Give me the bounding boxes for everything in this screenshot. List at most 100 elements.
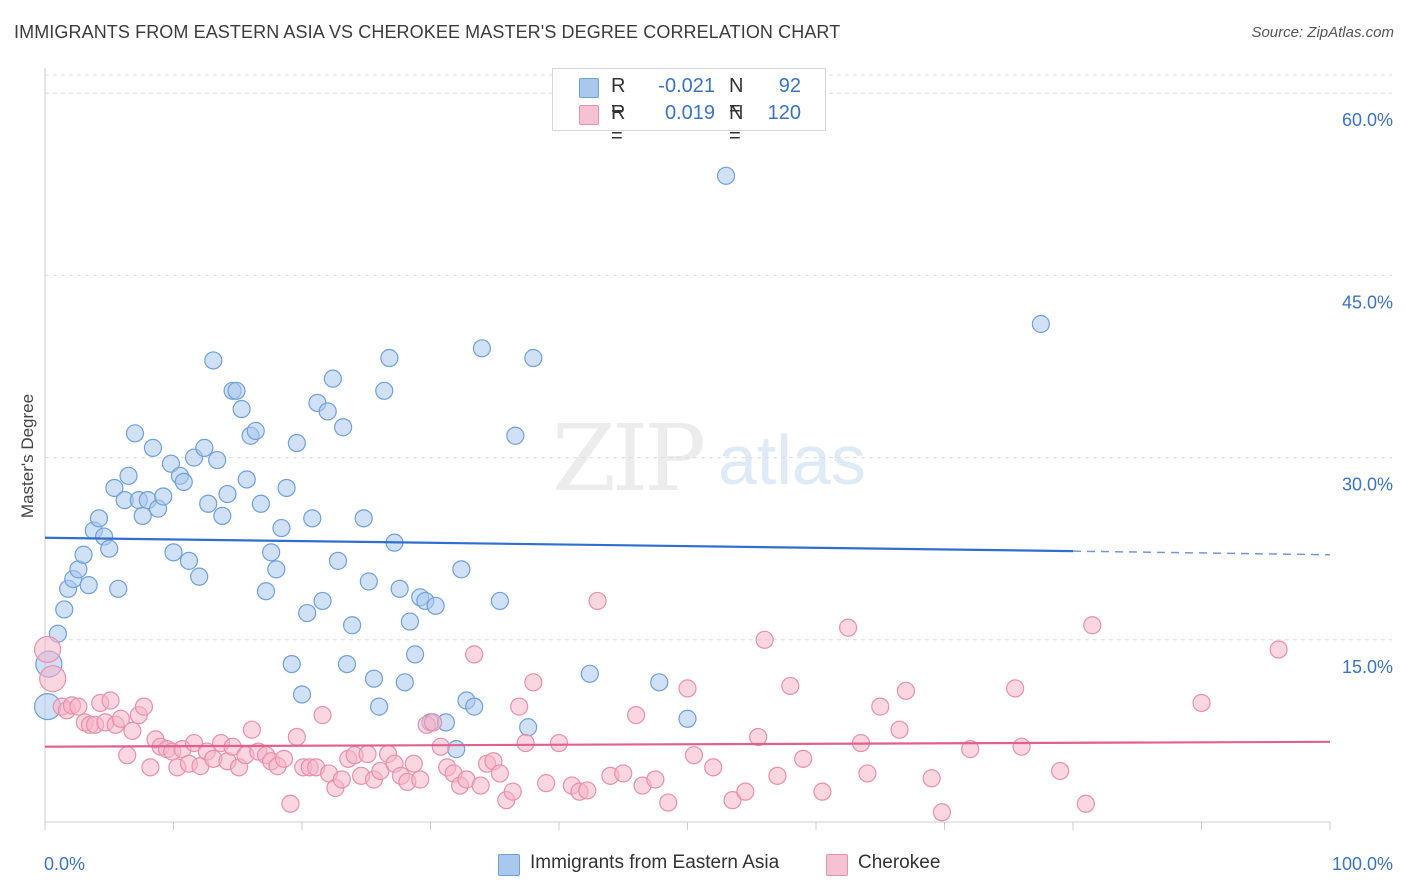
point-immigrants-eastern-asia [323, 369, 342, 388]
point-immigrants-eastern-asia [161, 454, 181, 473]
point-immigrants-eastern-asia [472, 339, 491, 358]
point-immigrants-eastern-asia [303, 509, 322, 528]
point-immigrants-eastern-asia [55, 600, 74, 619]
point-immigrants-eastern-asia [359, 572, 378, 591]
trendline-extension-immigrants-eastern-asia [1072, 550, 1331, 556]
point-immigrants-eastern-asia [109, 579, 128, 598]
legend: R = -0.021 N = 92 R = 0.019 N = 120 [552, 68, 826, 147]
point-cherokee [537, 774, 556, 793]
chart-title: IMMIGRANTS FROM EASTERN ASIA VS CHEROKEE… [14, 22, 841, 42]
point-cherokee [510, 697, 529, 716]
point-immigrants-eastern-asia [133, 506, 152, 526]
y-tick-label: 30.0% [1342, 475, 1393, 495]
point-immigrants-eastern-asia [218, 484, 237, 504]
y-tick-label: 45.0% [1342, 292, 1393, 312]
trendline-cherokee [44, 740, 1331, 748]
point-immigrants-eastern-asia [237, 470, 256, 489]
legend-r-label: R = [611, 75, 626, 120]
point-cherokee [358, 744, 377, 764]
y-axis-label: Master's Degree [18, 393, 37, 519]
point-immigrants-eastern-asia [337, 654, 357, 674]
point-immigrants-eastern-asia [452, 560, 471, 579]
point-cherokee [411, 770, 430, 789]
point-cherokee [134, 697, 154, 716]
point-cherokee [896, 681, 916, 700]
point-immigrants-eastern-asia [119, 466, 138, 485]
point-cherokee [313, 706, 332, 725]
point-immigrants-eastern-asia [232, 399, 251, 419]
point-cherokee [871, 697, 890, 716]
point-cherokee [287, 727, 306, 747]
point-cherokee [404, 754, 423, 773]
point-immigrants-eastern-asia [251, 494, 270, 513]
gridlines [45, 74, 1392, 641]
point-cherokee [704, 758, 723, 777]
point-immigrants-eastern-asia [199, 494, 218, 513]
point-cherokee [1269, 640, 1288, 659]
point-cherokee [423, 713, 443, 732]
point-immigrants-eastern-asia [246, 421, 265, 440]
point-immigrants-eastern-asia [650, 673, 669, 692]
point-cherokee [332, 770, 351, 789]
point-cherokee [549, 733, 569, 753]
point-cherokee [123, 721, 142, 741]
point-cherokee [101, 691, 120, 710]
legend-swatch-series2 [579, 105, 599, 125]
legend-n-label: N = [729, 75, 744, 120]
point-cherokee [961, 740, 980, 759]
point-immigrants-eastern-asia [272, 518, 291, 538]
point-cherokee [614, 764, 633, 783]
point-cherokee [578, 781, 597, 800]
point-cherokee [490, 764, 509, 783]
trendline-immigrants-eastern-asia [44, 536, 1074, 553]
point-cherokee [1006, 679, 1025, 698]
point-cherokee [749, 727, 768, 747]
point-immigrants-eastern-asia [375, 381, 394, 400]
point-cherokee [794, 749, 813, 768]
legend-n-value: 120 [767, 102, 801, 124]
point-immigrants-eastern-asia [1031, 314, 1050, 334]
point-immigrants-eastern-asia [364, 669, 384, 688]
legend-n-label: N = [729, 102, 744, 147]
point-cherokee [768, 766, 787, 785]
bottom-legend-swatch-series2 [826, 854, 848, 876]
bottom-legend-swatch-series1 [498, 854, 520, 876]
point-immigrants-eastern-asia [213, 506, 232, 526]
point-cherokee [1083, 616, 1102, 635]
point-immigrants-eastern-asia [395, 673, 414, 692]
point-immigrants-eastern-asia [179, 551, 199, 570]
point-immigrants-eastern-asia [506, 426, 525, 445]
point-cherokee [111, 709, 130, 728]
point-immigrants-eastern-asia [447, 740, 466, 759]
point-cherokee [524, 673, 543, 692]
point-cherokee [723, 791, 742, 810]
point-cherokee [626, 706, 646, 725]
point-cherokee [431, 737, 450, 756]
point-immigrants-eastern-asia [380, 348, 399, 368]
point-immigrants-eastern-asia [524, 348, 543, 368]
point-cherokee [465, 645, 484, 664]
point-cherokee [922, 769, 941, 788]
point-cherokee [141, 758, 160, 777]
point-cherokee [588, 591, 607, 611]
point-immigrants-eastern-asia [174, 472, 193, 492]
bottom-legend-label-series1: Immigrants from Eastern Asia [530, 852, 780, 873]
point-immigrants-eastern-asia [287, 433, 306, 453]
point-cherokee [69, 697, 88, 716]
legend-swatch-series1 [579, 78, 599, 98]
point-cherokee [33, 635, 62, 664]
point-immigrants-eastern-asia [143, 438, 163, 457]
point-immigrants-eastern-asia [105, 478, 124, 498]
point-cherokee [471, 776, 490, 795]
point-immigrants-eastern-asia [164, 543, 183, 562]
point-immigrants-eastern-asia [390, 579, 409, 598]
point-cherokee [371, 761, 390, 781]
point-cherokee [503, 782, 522, 801]
point-immigrants-eastern-asia [334, 418, 353, 437]
point-immigrants-eastern-asia [519, 718, 538, 737]
watermark-atlas: atlas [718, 421, 866, 499]
point-immigrants-eastern-asia [267, 560, 286, 579]
point-immigrants-eastern-asia [678, 709, 697, 728]
point-immigrants-eastern-asia [282, 654, 301, 674]
watermark-zip: ZIP [552, 405, 706, 512]
